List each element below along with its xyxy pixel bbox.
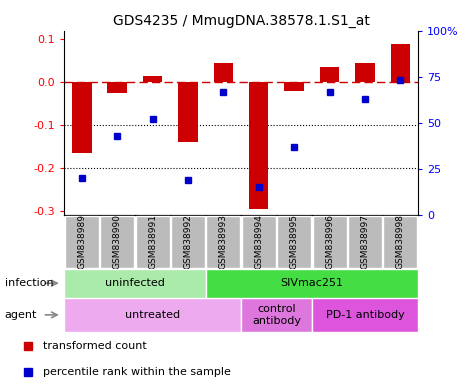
Text: GSM838989: GSM838989 [77,214,86,270]
Bar [355,63,375,82]
Text: GSM838996: GSM838996 [325,214,334,270]
FancyBboxPatch shape [312,298,418,332]
Bar [390,43,410,82]
FancyBboxPatch shape [242,215,276,268]
Text: percentile rank within the sample: percentile rank within the sample [43,367,231,377]
Text: GSM838992: GSM838992 [183,215,192,269]
Bar [285,82,304,91]
Title: GDS4235 / MmugDNA.38578.1.S1_at: GDS4235 / MmugDNA.38578.1.S1_at [113,14,370,28]
Bar [143,76,162,82]
FancyBboxPatch shape [206,215,240,268]
Text: SIVmac251: SIVmac251 [280,278,343,288]
Bar [249,82,268,209]
FancyBboxPatch shape [348,215,382,268]
FancyBboxPatch shape [64,269,206,298]
Text: GSM838990: GSM838990 [113,214,122,270]
FancyBboxPatch shape [241,298,312,332]
FancyBboxPatch shape [277,215,311,268]
FancyBboxPatch shape [65,215,99,268]
Text: untreated: untreated [125,310,180,320]
Text: GSM838994: GSM838994 [254,215,263,269]
FancyBboxPatch shape [313,215,347,268]
Text: GSM838995: GSM838995 [290,214,299,270]
FancyBboxPatch shape [135,215,170,268]
Text: uninfected: uninfected [105,278,165,288]
Text: PD-1 antibody: PD-1 antibody [325,310,404,320]
FancyBboxPatch shape [383,215,418,268]
Text: GSM838991: GSM838991 [148,214,157,270]
Text: transformed count: transformed count [43,341,147,351]
Bar [214,63,233,82]
Bar [107,82,127,93]
FancyBboxPatch shape [100,215,134,268]
Text: infection: infection [5,278,53,288]
Bar [320,67,339,82]
Text: agent: agent [5,310,37,320]
FancyBboxPatch shape [171,215,205,268]
Text: GSM838997: GSM838997 [361,214,370,270]
FancyBboxPatch shape [64,298,241,332]
Text: GSM838993: GSM838993 [219,214,228,270]
Text: control
antibody: control antibody [252,304,301,326]
Bar [178,82,198,142]
FancyBboxPatch shape [206,269,418,298]
Bar [72,82,92,153]
Text: GSM838998: GSM838998 [396,214,405,270]
